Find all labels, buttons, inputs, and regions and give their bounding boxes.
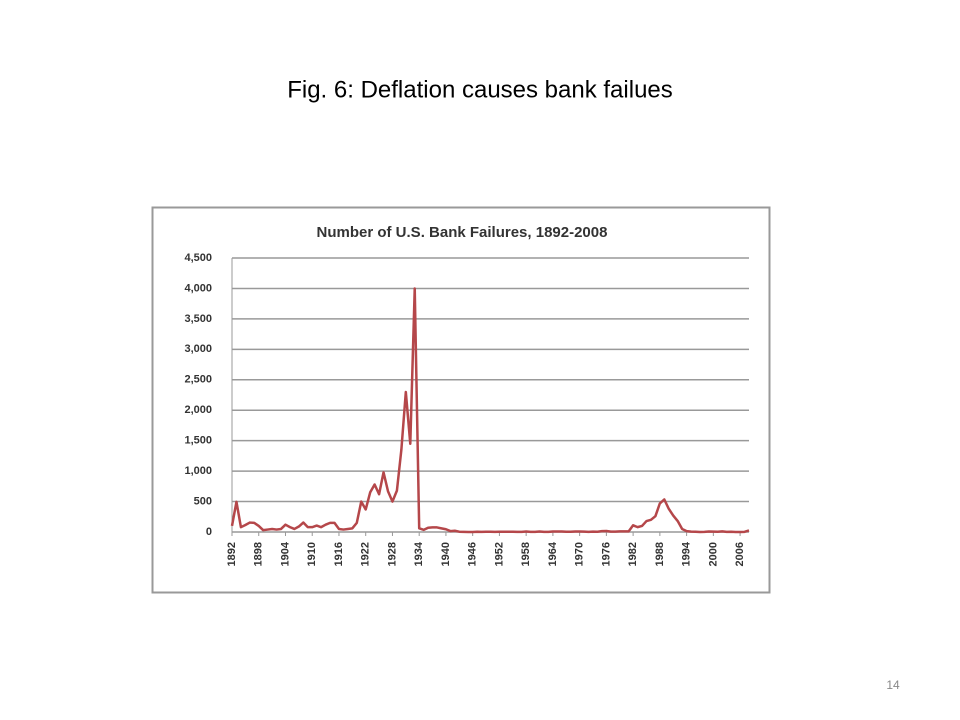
y-tick-label: 2,000 bbox=[184, 404, 212, 416]
y-tick-label: 0 bbox=[206, 526, 212, 538]
y-tick-label: 3,500 bbox=[184, 313, 212, 325]
x-tick-label: 1976 bbox=[600, 542, 612, 566]
x-tick-label: 1970 bbox=[574, 542, 586, 566]
x-tick-label: 1946 bbox=[467, 542, 479, 566]
x-tick-label: 1964 bbox=[547, 541, 559, 566]
x-tick-label: 2006 bbox=[734, 542, 746, 566]
x-tick-label: 1934 bbox=[413, 541, 425, 566]
y-tick-label: 1,000 bbox=[184, 465, 212, 477]
chart-title: Number of U.S. Bank Failures, 1892-2008 bbox=[317, 224, 608, 241]
x-tick-label: 1988 bbox=[654, 542, 666, 566]
slide-title: Fig. 6: Deflation causes bank failues bbox=[287, 76, 673, 103]
x-tick-label: 1958 bbox=[520, 542, 532, 566]
x-tick-label: 1922 bbox=[360, 542, 372, 566]
y-tick-label: 4,000 bbox=[184, 282, 212, 294]
x-tick-label: 1898 bbox=[253, 542, 265, 566]
y-tick-label: 4,500 bbox=[184, 252, 212, 264]
x-tick-label: 1952 bbox=[493, 542, 505, 566]
x-tick-label: 1916 bbox=[333, 542, 345, 566]
y-tick-label: 1,500 bbox=[184, 435, 212, 447]
y-tick-label: 3,000 bbox=[184, 343, 212, 355]
x-tick-label: 1982 bbox=[627, 542, 639, 566]
x-tick-label: 1940 bbox=[440, 542, 452, 566]
chart-frame bbox=[151, 206, 771, 594]
page-number: 14 bbox=[886, 678, 900, 692]
x-tick-label: 1910 bbox=[306, 542, 318, 566]
y-tick-label: 2,500 bbox=[184, 374, 212, 386]
x-tick-label: 2000 bbox=[707, 542, 719, 566]
y-tick-label: 500 bbox=[194, 495, 212, 507]
data-line bbox=[230, 287, 750, 534]
x-tick-label: 1904 bbox=[279, 541, 291, 566]
x-tick-label: 1928 bbox=[386, 542, 398, 566]
x-tick-label: 1994 bbox=[681, 541, 693, 566]
x-tick-label: 1892 bbox=[226, 542, 238, 566]
